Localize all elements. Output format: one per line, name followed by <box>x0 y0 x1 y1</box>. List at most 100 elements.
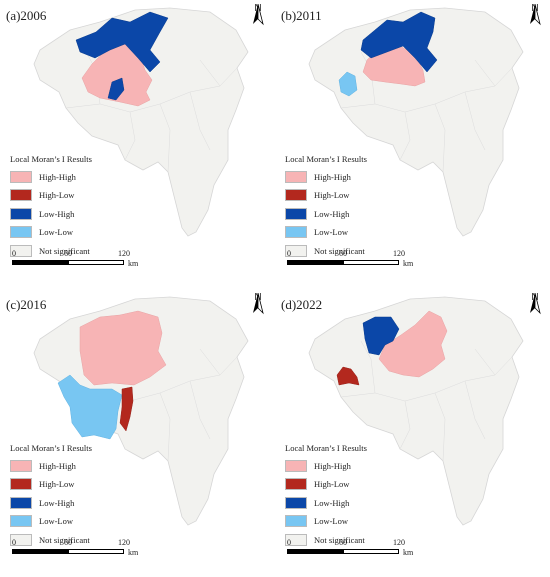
north-arrow: N <box>250 4 266 26</box>
scale-tick-120: 120 <box>393 538 405 547</box>
high-high-region <box>378 310 448 378</box>
legend-item-high-low: High-Low <box>10 188 92 204</box>
north-arrow: N <box>250 293 266 315</box>
north-arrow: N <box>527 293 543 315</box>
legend-swatch <box>285 226 307 239</box>
map-panel-2022: (d)2022 N Local Moran’s I Results High-H… <box>275 289 550 577</box>
legend-title: Local Moran’s I Results <box>10 154 92 164</box>
legend-item-low-low: Low-Low <box>285 514 367 530</box>
legend-item-not-significant: Not significant <box>285 243 367 259</box>
scale-tick-0: 0 <box>12 538 16 547</box>
legend-item-low-low: Low-Low <box>285 225 367 241</box>
scale-tick-120: 120 <box>118 249 130 258</box>
high-low-region <box>119 386 134 432</box>
study-area-outline <box>33 7 249 237</box>
legend-swatch <box>10 478 32 491</box>
north-arrow: N <box>527 4 543 26</box>
scale-unit: km <box>128 259 139 268</box>
map-panel-2016: (c)2016 N Local Moran’s I Results High-H… <box>0 289 275 577</box>
map-2016 <box>33 296 249 526</box>
legend-item-high-low: High-Low <box>285 188 367 204</box>
legend: Local Moran’s I Results High-High High-L… <box>10 154 92 262</box>
low-high-region <box>75 11 169 73</box>
map-2011 <box>308 7 524 237</box>
panel-title: (b)2011 <box>281 8 322 23</box>
study-area-outline <box>308 7 524 237</box>
map-2022 <box>308 296 524 526</box>
scale-unit: km <box>128 548 139 557</box>
legend-item-high-high: High-High <box>285 458 367 474</box>
low-low-region <box>338 71 358 97</box>
legend: Local Moran’s I Results High-High High-L… <box>285 154 367 262</box>
legend-swatch <box>10 515 32 528</box>
legend-swatch <box>10 244 32 257</box>
scale-tick-0: 0 <box>287 538 291 547</box>
legend-title: Local Moran’s I Results <box>285 154 367 164</box>
legend-swatch <box>285 515 307 528</box>
map-panel-2011: (b)2011 N Local Moran’s I Results High-H… <box>275 0 550 288</box>
legend-swatch <box>285 459 307 472</box>
legend-item-low-low: Low-Low <box>10 514 92 530</box>
scale-bar: 0 60 120 km <box>287 249 447 271</box>
scale-bar: 0 60 120 km <box>12 538 172 560</box>
low-high-region-south <box>107 77 125 101</box>
legend-item-not-significant: Not significant <box>10 532 92 548</box>
scale-unit: km <box>403 548 414 557</box>
panel-title: (a)2006 <box>6 8 47 23</box>
legend-swatch <box>285 207 307 220</box>
legend-swatch <box>10 459 32 472</box>
scale-bar: 0 60 120 km <box>12 249 172 271</box>
panel-title: (d)2022 <box>281 297 323 312</box>
legend-item-low-high: Low-High <box>285 206 367 222</box>
high-high-region <box>79 310 167 386</box>
north-arrow-icon <box>530 4 541 26</box>
low-high-region <box>362 316 400 356</box>
legend-item-not-significant: Not significant <box>285 532 367 548</box>
study-area-outline <box>308 296 524 526</box>
legend-item-low-high: Low-High <box>10 206 92 222</box>
north-arrow-icon <box>253 293 264 315</box>
scale-tick-120: 120 <box>118 538 130 547</box>
legend-item-high-low: High-Low <box>285 477 367 493</box>
legend-swatch <box>10 533 32 546</box>
scale-bar: 0 60 120 km <box>287 538 447 560</box>
panel-title: (c)2016 <box>6 297 47 312</box>
legend-swatch <box>10 496 32 509</box>
north-arrow-icon <box>530 293 541 315</box>
legend-swatch <box>10 170 32 183</box>
scale-tick-60: 60 <box>339 538 347 547</box>
legend: Local Moran’s I Results High-High High-L… <box>10 443 92 551</box>
legend-swatch <box>285 533 307 546</box>
legend-item-high-high: High-High <box>10 169 92 185</box>
legend-title: Local Moran’s I Results <box>285 443 367 453</box>
legend-swatch <box>10 207 32 220</box>
scale-tick-0: 0 <box>287 249 291 258</box>
legend-item-low-high: Low-High <box>285 495 367 511</box>
scale-tick-60: 60 <box>64 249 72 258</box>
legend-swatch <box>10 189 32 202</box>
legend-swatch <box>285 189 307 202</box>
map-panel-2006: (a)2006 N Local Moran’s I Results High-H… <box>0 0 275 288</box>
legend-item-low-low: Low-Low <box>10 225 92 241</box>
legend: Local Moran’s I Results High-High High-L… <box>285 443 367 551</box>
legend-title: Local Moran’s I Results <box>10 443 92 453</box>
scale-tick-0: 0 <box>12 249 16 258</box>
legend-swatch <box>285 478 307 491</box>
district-boundaries <box>65 348 238 462</box>
scale-tick-60: 60 <box>64 538 72 547</box>
scale-tick-60: 60 <box>339 249 347 258</box>
legend-item-low-high: Low-High <box>10 495 92 511</box>
legend-item-high-low: High-Low <box>10 477 92 493</box>
map-2006 <box>33 7 249 237</box>
scale-tick-120: 120 <box>393 249 405 258</box>
legend-swatch <box>285 244 307 257</box>
legend-swatch <box>285 496 307 509</box>
legend-item-high-high: High-High <box>10 458 92 474</box>
legend-item-not-significant: Not significant <box>10 243 92 259</box>
legend-item-high-high: High-High <box>285 169 367 185</box>
district-boundaries <box>340 340 513 462</box>
legend-swatch <box>285 170 307 183</box>
legend-swatch <box>10 226 32 239</box>
low-low-region <box>57 374 123 440</box>
low-high-region <box>360 11 438 73</box>
